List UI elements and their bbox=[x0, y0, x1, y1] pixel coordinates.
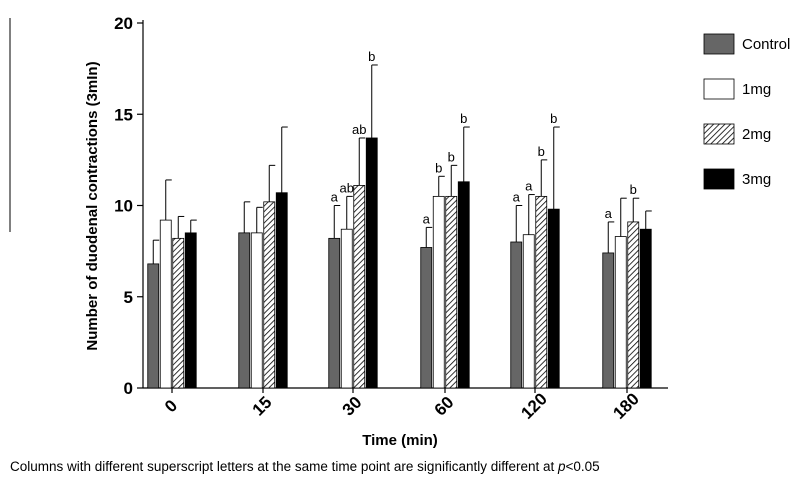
significance-label: a bbox=[331, 190, 339, 205]
legend-label: 3mg bbox=[742, 171, 771, 188]
x-axis-title: Time (min) bbox=[362, 432, 438, 449]
footnote-p-symbol: p bbox=[558, 459, 566, 474]
significance-label: b bbox=[448, 149, 455, 164]
bar bbox=[340, 228, 353, 389]
bar bbox=[445, 195, 458, 389]
footnote-p-value: <0.05 bbox=[565, 459, 600, 474]
y-axis-title: Number of duodenal contractions (3mIn) bbox=[84, 61, 101, 350]
bar bbox=[365, 137, 378, 389]
legend-label: Control bbox=[742, 36, 790, 53]
bar bbox=[147, 263, 160, 389]
x-tick-label: 30 bbox=[339, 393, 366, 420]
footnote-text: Columns with different superscript lette… bbox=[10, 459, 559, 474]
significance-label: b bbox=[550, 111, 557, 126]
bar bbox=[432, 195, 445, 389]
legend-swatch bbox=[703, 78, 735, 100]
legend-label: 1mg bbox=[742, 81, 771, 98]
legend-swatch bbox=[703, 168, 735, 190]
significance-label: b bbox=[368, 49, 375, 64]
y-tick-label: 5 bbox=[124, 288, 133, 307]
legend-label: 2mg bbox=[742, 126, 771, 143]
bar bbox=[159, 219, 172, 389]
bar bbox=[639, 228, 652, 389]
bar bbox=[184, 232, 197, 389]
bar bbox=[627, 221, 640, 389]
significance-label: b bbox=[630, 182, 637, 197]
significance-label: a bbox=[423, 211, 431, 226]
bar bbox=[353, 185, 366, 389]
x-tick-label: 15 bbox=[249, 393, 276, 420]
bar bbox=[263, 201, 276, 389]
x-tick-label: 0 bbox=[161, 396, 181, 416]
y-tick-label: 0 bbox=[124, 379, 133, 398]
significance-label: b bbox=[435, 160, 442, 175]
y-tick-label: 20 bbox=[114, 14, 133, 33]
bar bbox=[238, 232, 251, 389]
bar bbox=[614, 236, 627, 389]
y-tick-label: 15 bbox=[114, 105, 133, 124]
bar bbox=[250, 232, 263, 389]
y-tick-label: 10 bbox=[114, 197, 133, 216]
bar bbox=[547, 208, 560, 389]
significance-label: b bbox=[538, 144, 545, 159]
significance-label: ab bbox=[352, 122, 366, 137]
significance-label: a bbox=[513, 190, 521, 205]
bar bbox=[522, 234, 535, 389]
x-tick-label: 120 bbox=[517, 389, 550, 422]
bar bbox=[172, 237, 185, 389]
bar bbox=[510, 241, 523, 389]
bar bbox=[275, 192, 288, 389]
x-tick-label: 60 bbox=[431, 393, 458, 420]
significance-label: a bbox=[525, 179, 533, 194]
significance-label: b bbox=[460, 111, 467, 126]
legend-swatch bbox=[703, 123, 735, 145]
significance-label: a bbox=[605, 206, 613, 221]
bar bbox=[328, 237, 341, 389]
bar bbox=[420, 247, 433, 389]
significance-label: ab bbox=[340, 180, 354, 195]
footnote: Columns with different superscript lette… bbox=[10, 459, 806, 474]
bar bbox=[602, 252, 615, 389]
bar bbox=[457, 181, 470, 389]
x-tick-label: 180 bbox=[609, 389, 642, 422]
bar bbox=[535, 195, 548, 389]
legend-swatch bbox=[703, 33, 735, 55]
